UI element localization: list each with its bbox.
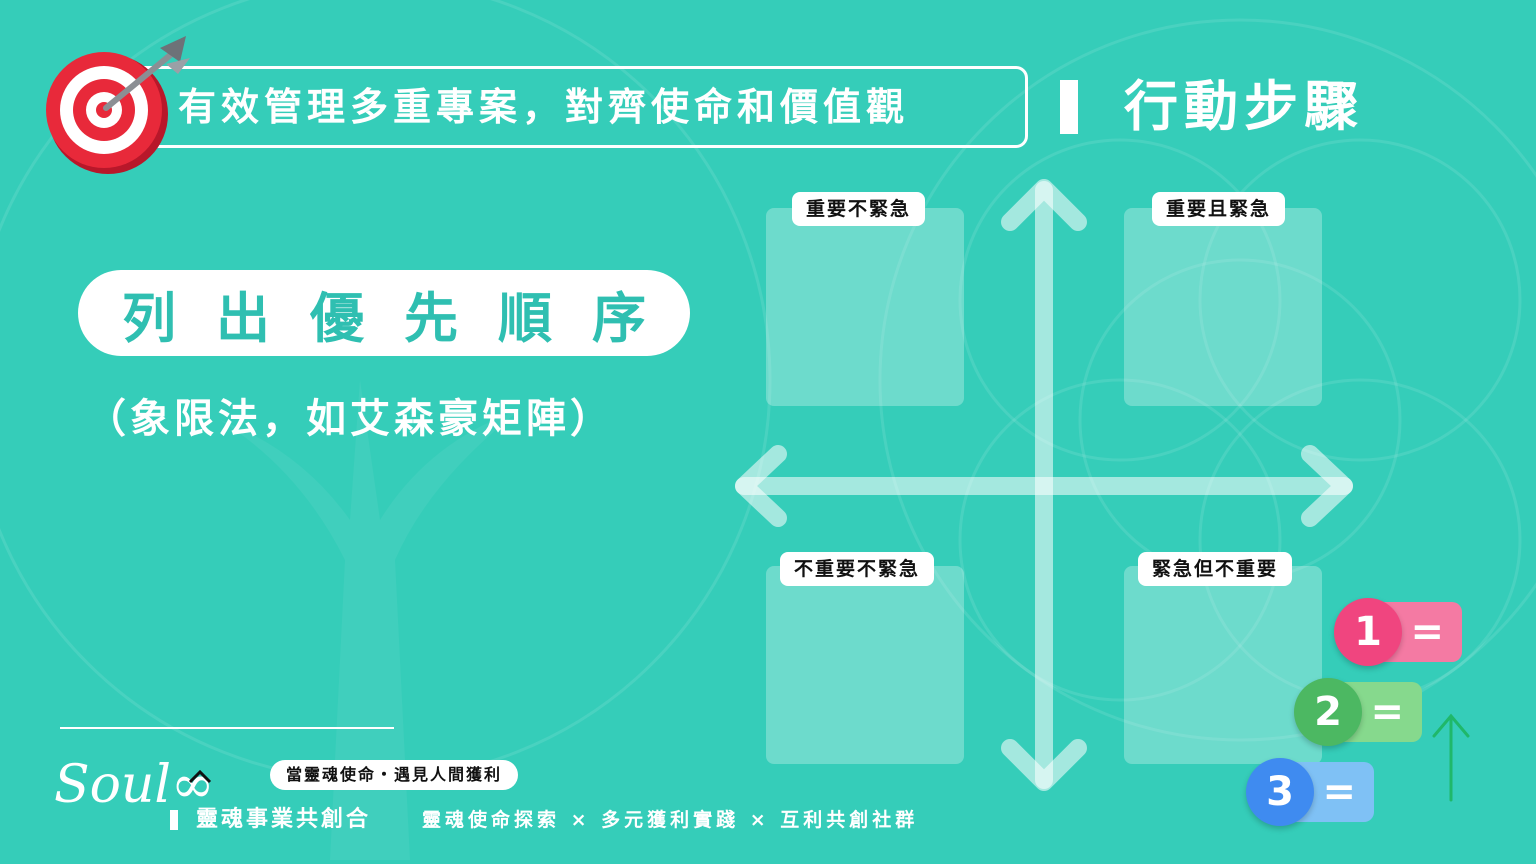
header-separator <box>1060 80 1078 134</box>
section-title: 行動步驟 <box>1124 75 1364 138</box>
quadrant-label: 重要且緊急 <box>1152 192 1286 226</box>
heading-pill: 列出優先順序 <box>78 270 690 356</box>
equals-symbol: = <box>1370 689 1404 735</box>
target-arrow-icon <box>46 36 190 174</box>
quadrant-label: 不重要不緊急 <box>780 552 935 586</box>
slogan-badge: 當靈魂使命・遇見人間獲利 <box>270 760 519 790</box>
brand-tagline: 靈魂使命探索 × 多元獲利實踐 × 互利共創社群 <box>422 809 919 831</box>
badge-number: 3 <box>1246 758 1314 826</box>
soul-logo: Soul∞ <box>54 755 214 815</box>
equals-symbol: = <box>1410 609 1444 655</box>
equals-symbol: = <box>1322 769 1356 815</box>
page-title: 有效管理多重專案，對齊使命和價值觀 <box>178 85 910 129</box>
quadrant-not-important-not-urgent <box>766 566 964 764</box>
subtitle: （象限法，如艾森豪矩陣） <box>86 396 614 442</box>
quadrant-label: 緊急但不重要 <box>1138 552 1293 586</box>
logo-text: Soul∞ <box>54 755 214 815</box>
badge-number: 1 <box>1334 598 1402 666</box>
footer-divider <box>60 727 394 729</box>
brand-name: 靈魂事業共創合 <box>196 807 372 832</box>
badge-number: 2 <box>1294 678 1362 746</box>
quadrant-important-not-urgent <box>766 208 964 406</box>
quadrant-label: 重要不緊急 <box>792 192 926 226</box>
footer-bar <box>170 810 178 830</box>
quadrant-urgent-not-important <box>1124 566 1322 764</box>
quadrant-important-urgent <box>1124 208 1322 406</box>
main-heading: 列出優先順序 <box>122 286 686 350</box>
